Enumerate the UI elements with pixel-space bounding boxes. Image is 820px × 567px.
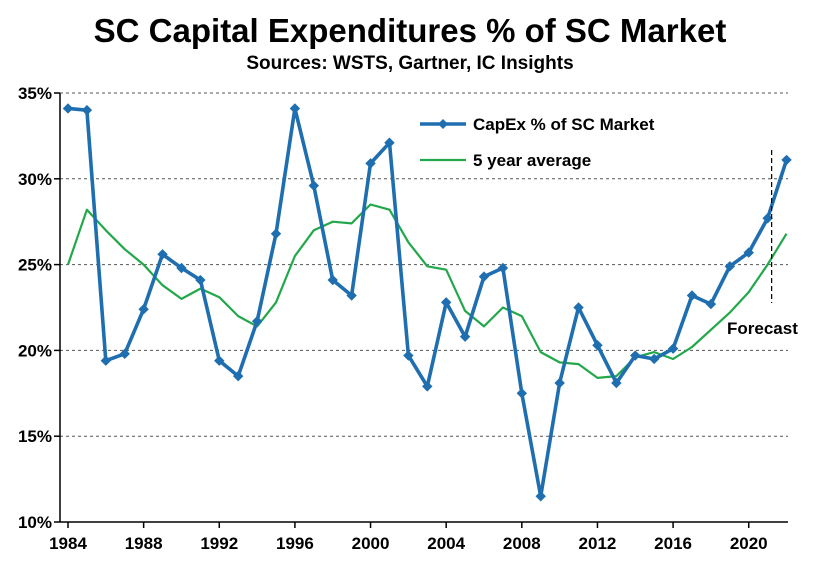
forecast-annotation: Forecast: [727, 150, 798, 338]
capex-data-point: [422, 381, 433, 392]
legend-capex-marker: [438, 119, 448, 129]
capex-data-point: [62, 103, 74, 114]
capex-data-point: [648, 353, 660, 365]
capex-data-point: [176, 262, 187, 274]
capex-data-point: [251, 316, 263, 327]
y-tick-label: 15%: [18, 427, 52, 446]
capex-data-point: [686, 290, 698, 301]
legend: CapEx % of SC Market 5 year average: [420, 115, 655, 170]
capex-data-point: [516, 388, 528, 399]
capex-data-point: [365, 158, 376, 169]
forecast-label: Forecast: [727, 319, 798, 338]
capex-data-point: [81, 104, 93, 116]
y-tick-label: 20%: [18, 341, 52, 360]
capex-data-point: [403, 350, 414, 361]
legend-capex-label: CapEx % of SC Market: [473, 115, 655, 134]
capex-data-point: [327, 274, 338, 286]
y-tick-label: 35%: [18, 84, 52, 103]
capex-data-point: [724, 261, 736, 272]
capex-data-point: [308, 180, 320, 191]
chart-title: SC Capital Expenditures % of SC Market: [93, 12, 727, 49]
x-tick-label: 2020: [730, 534, 768, 553]
legend-avg-label: 5 year average: [473, 151, 591, 170]
x-tick-label: 2004: [427, 534, 465, 553]
x-tick-label: 2008: [503, 534, 541, 553]
series-layer: [66, 106, 789, 499]
marker-layer: [62, 103, 792, 502]
x-tick-label: 2012: [579, 534, 617, 553]
capex-data-point: [270, 228, 282, 239]
x-tick-label: 2000: [352, 534, 390, 553]
series-capex-line: [67, 106, 789, 499]
y-tick-label: 25%: [18, 256, 52, 275]
capex-data-point: [459, 331, 471, 342]
y-tick-label: 10%: [18, 513, 52, 532]
x-tick-label: 1996: [276, 534, 314, 553]
capex-data-point: [554, 377, 565, 389]
capex-data-point: [573, 302, 584, 313]
capex-data-point: [232, 370, 244, 382]
capex-data-point: [705, 298, 717, 310]
capex-data-point: [346, 290, 357, 301]
capex-data-point: [195, 274, 206, 286]
capex-data-point: [138, 304, 149, 315]
x-tick-label: 1984: [49, 534, 87, 553]
axes: 10% 15% 20% 25% 30% 35% 1984 1988 1992 1996 2000 20…: [18, 84, 788, 553]
x-tick-label: 1992: [200, 534, 238, 553]
capex-data-point: [667, 343, 679, 354]
capex-data-point: [214, 355, 225, 366]
x-tick-label: 1988: [125, 534, 163, 553]
series-5-year-average-line: [66, 203, 788, 379]
capex-data-point: [535, 491, 546, 502]
capex-data-point: [781, 154, 792, 166]
capex-data-point: [478, 271, 490, 282]
x-tick-label: 2016: [654, 534, 692, 553]
capex-data-point: [630, 350, 641, 361]
capex-data-point: [762, 213, 773, 224]
capex-data-point: [592, 340, 603, 351]
capex-data-point: [289, 103, 301, 114]
capex-data-point: [119, 348, 130, 360]
y-tick-label: 30%: [18, 170, 52, 189]
capex-data-point: [611, 377, 622, 389]
capex-data-point: [497, 262, 509, 274]
chart-subtitle: Sources: WSTS, Gartner, IC Insights: [246, 53, 574, 74]
capex-data-point: [157, 249, 168, 260]
capex-data-point: [100, 355, 112, 366]
capex-data-point: [384, 137, 395, 148]
capex-data-point: [440, 297, 452, 308]
capex-data-point: [743, 247, 754, 258]
